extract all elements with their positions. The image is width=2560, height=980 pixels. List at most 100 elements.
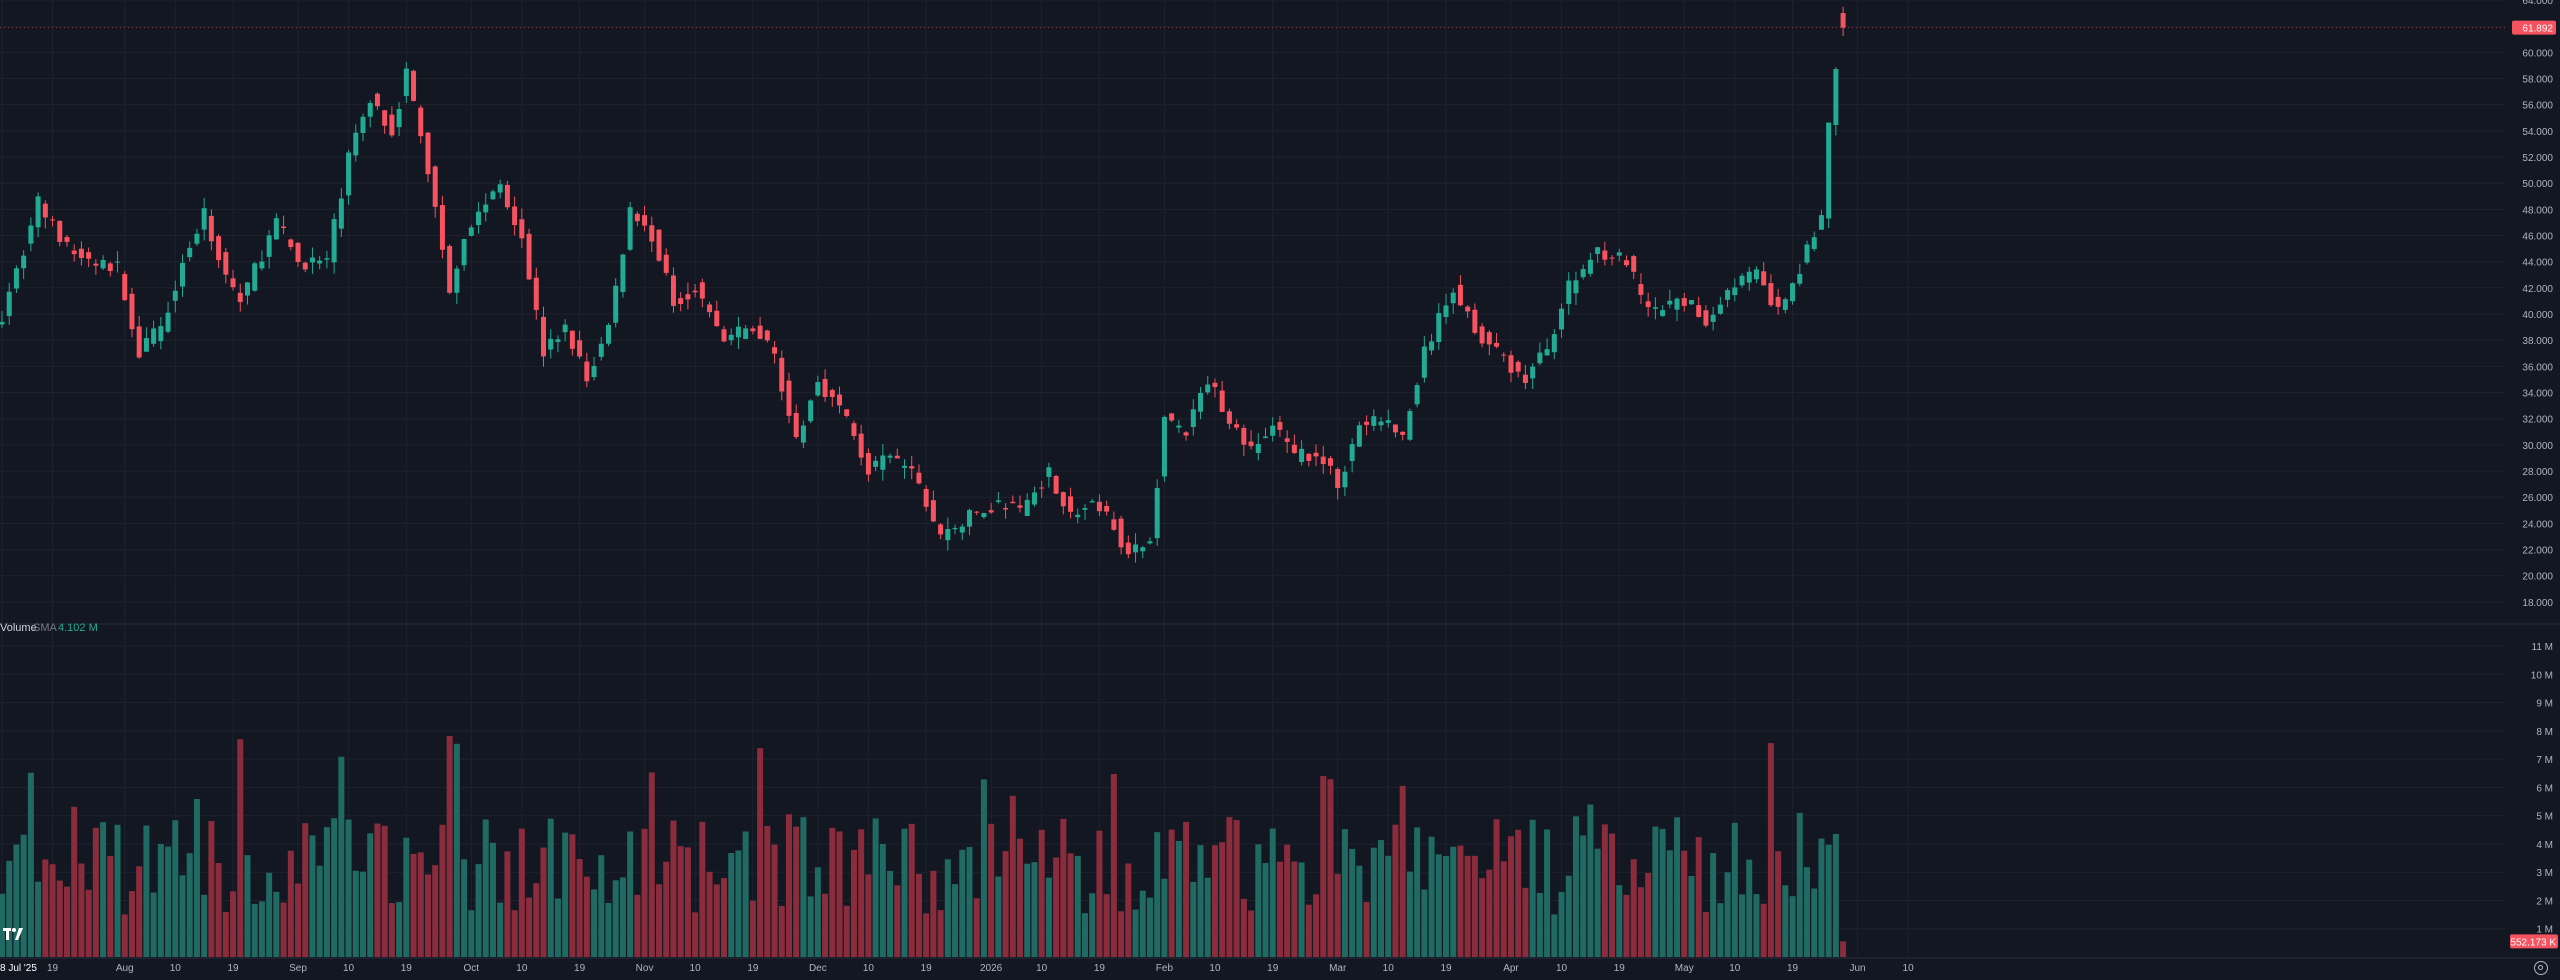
volume-bar: [287, 850, 294, 957]
volume-bar: [1558, 891, 1565, 957]
volume-bar: [1767, 743, 1774, 957]
candle-body: [1508, 355, 1514, 373]
candle-body: [1580, 269, 1586, 278]
candle-body: [100, 259, 106, 269]
candle-body: [815, 382, 821, 396]
volume-bar: [1204, 877, 1211, 957]
candle-body: [1046, 467, 1052, 477]
volume-bar: [331, 818, 338, 957]
time-tick-label: 19: [1614, 963, 1626, 974]
candle-body: [1111, 519, 1117, 530]
volume-bar: [1760, 903, 1767, 957]
volume-bar: [396, 901, 403, 957]
volume-bar: [1327, 779, 1334, 957]
volume-bar: [172, 820, 179, 957]
volume-bar: [128, 891, 135, 957]
candle-body: [1378, 421, 1384, 426]
candle-body: [1407, 411, 1413, 440]
candle-body: [418, 107, 424, 137]
candle-body: [1457, 284, 1463, 306]
time-tick-label: Dec: [809, 963, 827, 974]
tradingview-logo-icon: [3, 928, 23, 940]
volume-bar: [540, 847, 547, 957]
candle-body: [0, 321, 5, 325]
volume-tick-label: 3 M: [2536, 868, 2553, 879]
volume-bar: [1074, 855, 1081, 957]
volume-bar: [1544, 829, 1551, 957]
candle-body: [577, 340, 583, 357]
candle-body: [1717, 304, 1723, 314]
price-tick-label: 20.000: [2522, 572, 2553, 583]
volume-bar: [1580, 835, 1587, 957]
volume-bar: [1507, 836, 1514, 957]
volume-bar: [648, 772, 655, 957]
volume-bar: [591, 889, 598, 957]
volume-bar: [721, 878, 727, 957]
volume-bar: [273, 891, 280, 957]
price-tick-label: 40.000: [2522, 310, 2553, 321]
volume-bar: [757, 748, 764, 957]
candle-body: [1270, 425, 1276, 436]
volume-bar: [309, 835, 316, 957]
candle-body: [829, 390, 835, 397]
candle-body: [974, 511, 980, 513]
time-tick-label: Sep: [289, 963, 307, 974]
volume-bar: [619, 877, 626, 957]
volume-bar: [1125, 863, 1132, 957]
candle-body: [165, 312, 171, 332]
candle-body: [309, 257, 315, 263]
candle-body: [1732, 287, 1738, 296]
candle-body: [1082, 508, 1088, 510]
price-tick-label: 22.000: [2522, 546, 2553, 557]
volume-bar: [764, 825, 771, 957]
candle-body: [1024, 499, 1030, 517]
candle-body: [244, 282, 250, 296]
candle-body: [1414, 385, 1420, 405]
candle-body: [447, 246, 453, 293]
volume-bar: [1414, 827, 1421, 957]
candle-body: [902, 465, 907, 468]
volume-bar: [735, 850, 742, 957]
candle-body: [1169, 413, 1175, 421]
volume-bar: [489, 842, 496, 957]
volume-bar: [71, 806, 78, 957]
volume-bar: [468, 910, 475, 957]
volume-legend: Volume SMA 4.102 M: [0, 622, 98, 634]
candle-body: [93, 263, 99, 266]
candle-body: [750, 328, 756, 332]
candle-body: [880, 455, 886, 470]
candle-body: [1833, 69, 1839, 125]
candle-body: [512, 206, 518, 226]
volume-bar: [1103, 894, 1110, 957]
chart-settings-icon[interactable]: [2534, 961, 2548, 975]
volume-bar: [497, 902, 504, 957]
candle-body: [548, 338, 554, 350]
time-tick-label: 10: [1209, 963, 1221, 974]
volume-bar: [1024, 863, 1031, 957]
candle-body: [1096, 501, 1102, 512]
candle-body: [1133, 544, 1139, 553]
volume-bar: [49, 864, 56, 957]
volume-bar: [1529, 819, 1536, 957]
candle-body: [1183, 432, 1189, 436]
tradingview-logo[interactable]: [2, 925, 24, 943]
candle-body: [151, 328, 157, 344]
volume-bar: [157, 843, 164, 957]
candle-body: [1198, 392, 1204, 412]
volume-bar: [244, 855, 251, 957]
candle-body: [1804, 244, 1810, 263]
candle-body: [620, 254, 626, 292]
price-tick-label: 32.000: [2522, 415, 2553, 426]
candle-body: [1104, 505, 1110, 512]
candle-body: [403, 68, 409, 97]
candle-body: [1313, 452, 1319, 457]
volume-bar: [966, 847, 973, 957]
price-tick-label: 58.000: [2522, 75, 2553, 86]
time-tick-label: 19: [47, 963, 59, 974]
time-tick-label: 8 Jul '25: [0, 963, 37, 974]
candle-body: [757, 325, 763, 339]
candle-body: [396, 109, 402, 128]
candle-body: [786, 380, 792, 416]
candle-body: [1652, 307, 1658, 309]
